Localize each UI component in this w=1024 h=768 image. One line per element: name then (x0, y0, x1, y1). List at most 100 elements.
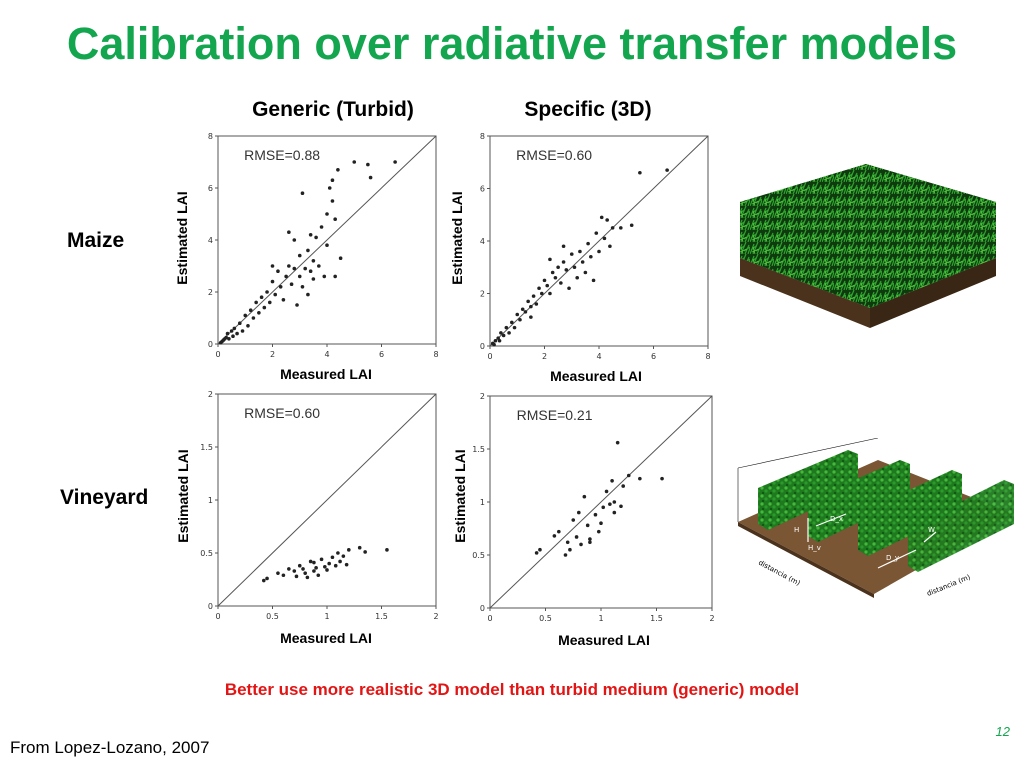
maize-canopy-3d-scene (740, 164, 996, 328)
data-point (601, 505, 606, 510)
data-point (287, 230, 291, 234)
x-axis-label-maize-generic: Measured LAI (280, 366, 372, 382)
y-tick-label: 0 (480, 604, 485, 613)
y-tick-label: 2 (480, 392, 485, 401)
data-point (312, 560, 316, 565)
data-point (604, 489, 609, 494)
x-tick-label: 0.5 (266, 612, 279, 621)
data-point (571, 518, 576, 522)
data-point (229, 329, 234, 333)
rmse-annotation: RMSE=0.21 (517, 407, 593, 423)
y-axis-label-maize-generic: Estimated LAI (174, 191, 190, 285)
data-point (564, 268, 569, 272)
data-point (553, 275, 558, 280)
data-point (561, 260, 566, 264)
data-point (561, 244, 566, 249)
data-point (619, 504, 623, 509)
data-point (612, 500, 617, 504)
data-point (352, 160, 357, 164)
data-point (626, 473, 631, 478)
data-point (246, 324, 250, 328)
data-point (596, 529, 601, 534)
y-axis-label-maize-specific: Estimated LAI (449, 191, 465, 285)
y-tick-label: 1 (480, 498, 485, 507)
dim-label-h: H (794, 526, 799, 534)
data-point (338, 256, 343, 260)
data-point (344, 562, 349, 567)
data-point (588, 540, 592, 545)
data-point (599, 521, 603, 525)
scatter-plot-maize-generic: 0 2 4 6 8 0 2 4 6 8 RMSE=0.88 (208, 132, 439, 359)
data-point (497, 338, 502, 343)
data-point (368, 175, 373, 180)
data-point (518, 317, 522, 322)
data-point (363, 550, 367, 554)
data-point (301, 567, 305, 571)
data-point (575, 275, 579, 280)
data-point (499, 331, 503, 335)
data-point (610, 479, 614, 483)
data-point (548, 257, 552, 262)
data-point (341, 554, 346, 558)
data-point (297, 563, 302, 568)
data-point (660, 476, 664, 481)
data-point (225, 331, 230, 336)
data-point (303, 266, 307, 271)
data-point (287, 264, 291, 268)
data-point (548, 291, 552, 296)
data-point (578, 249, 582, 254)
data-point (308, 233, 313, 237)
x-tick-label: 8 (705, 352, 710, 361)
dim-label-dx: D_x (830, 515, 843, 523)
data-point (597, 249, 601, 254)
data-point (567, 286, 571, 291)
data-point (327, 186, 332, 190)
data-point (319, 225, 324, 229)
data-point (629, 223, 634, 228)
y-tick-label: 2 (480, 290, 485, 299)
y-tick-label: 1.5 (472, 445, 485, 454)
data-point (297, 253, 302, 258)
data-point (333, 217, 337, 221)
data-point (270, 279, 275, 284)
y-tick-label: 1.5 (200, 443, 213, 452)
y-tick-label: 4 (208, 236, 213, 245)
source-citation: From Lopez-Lozano, 2007 (10, 738, 210, 757)
data-point (529, 315, 533, 319)
slide-title: Calibration over radiative transfer mode… (66, 18, 958, 69)
data-point (523, 310, 528, 314)
data-point (605, 218, 609, 222)
rmse-annotation: RMSE=0.88 (244, 147, 320, 163)
data-point (300, 285, 305, 289)
data-point (393, 160, 397, 164)
x-tick-label: 0 (487, 614, 492, 623)
data-point (281, 298, 286, 302)
data-point (306, 248, 310, 253)
data-point (366, 162, 370, 167)
y-tick-label: 6 (208, 184, 213, 193)
data-point (305, 575, 310, 580)
data-point (569, 252, 574, 256)
data-point (591, 278, 596, 283)
column-header-specific: Specific (3D) (524, 98, 652, 121)
data-point (278, 285, 283, 289)
data-point (574, 535, 579, 539)
data-point (347, 548, 351, 552)
column-header-generic: Generic (Turbid) (252, 98, 414, 121)
data-point (580, 260, 585, 264)
data-point (504, 325, 509, 330)
data-point (235, 331, 239, 336)
scatter-plot-vineyard-specific: 0 0.5 1 1.5 2 0 0.5 1 1.5 2 RMSE=0.21 (472, 392, 714, 623)
data-point (308, 559, 313, 564)
y-tick-label: 6 (480, 185, 485, 194)
data-point (259, 295, 264, 299)
data-point (281, 573, 286, 578)
data-point (265, 290, 269, 294)
data-point (243, 313, 248, 318)
data-point (559, 281, 563, 285)
data-point (297, 274, 302, 279)
data-point (538, 547, 542, 552)
scatter-plot-maize-specific: 0 2 4 6 8 0 2 4 6 8 RMSE=0.60 (480, 132, 711, 361)
data-point (589, 254, 593, 259)
data-point (608, 502, 612, 506)
